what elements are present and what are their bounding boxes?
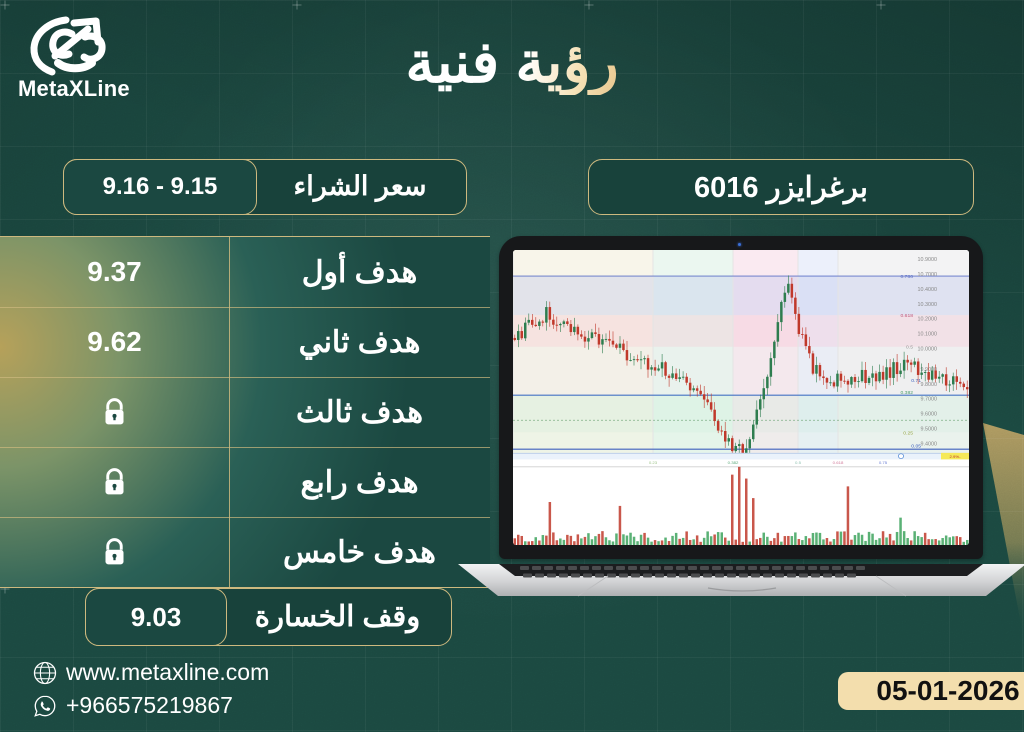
svg-text:10.4000: 10.4000 <box>918 287 938 293</box>
svg-text:10.3000: 10.3000 <box>918 302 938 308</box>
svg-text:9.6000: 9.6000 <box>921 412 938 418</box>
svg-text:0.382: 0.382 <box>901 390 914 396</box>
svg-text:10.0000: 10.0000 <box>918 347 938 353</box>
svg-text:10.1000: 10.1000 <box>918 332 938 338</box>
svg-text:0.382: 0.382 <box>728 460 739 465</box>
svg-text:0.25: 0.25 <box>903 430 913 436</box>
svg-text:9.4000: 9.4000 <box>921 442 938 448</box>
svg-text:10.2000: 10.2000 <box>918 317 938 323</box>
svg-text:0.618: 0.618 <box>901 313 914 319</box>
svg-text:0.05: 0.05 <box>911 443 921 449</box>
svg-text:0.23: 0.23 <box>649 460 658 465</box>
svg-text:0.618: 0.618 <box>833 460 844 465</box>
svg-text:0.5: 0.5 <box>906 345 913 351</box>
svg-text:10.9000: 10.9000 <box>918 257 938 263</box>
svg-text:0.786: 0.786 <box>901 274 914 280</box>
svg-text:9.8000: 9.8000 <box>921 382 938 388</box>
svg-text:9.7000: 9.7000 <box>921 397 938 403</box>
svg-text:9.5000: 9.5000 <box>921 427 938 433</box>
svg-text:0.71: 0.71 <box>911 378 921 384</box>
svg-text:0.75: 0.75 <box>879 460 888 465</box>
svg-text:-2.9%: -2.9% <box>950 454 962 459</box>
svg-text:10.7000: 10.7000 <box>918 272 938 278</box>
svg-text:0.5: 0.5 <box>795 460 802 465</box>
